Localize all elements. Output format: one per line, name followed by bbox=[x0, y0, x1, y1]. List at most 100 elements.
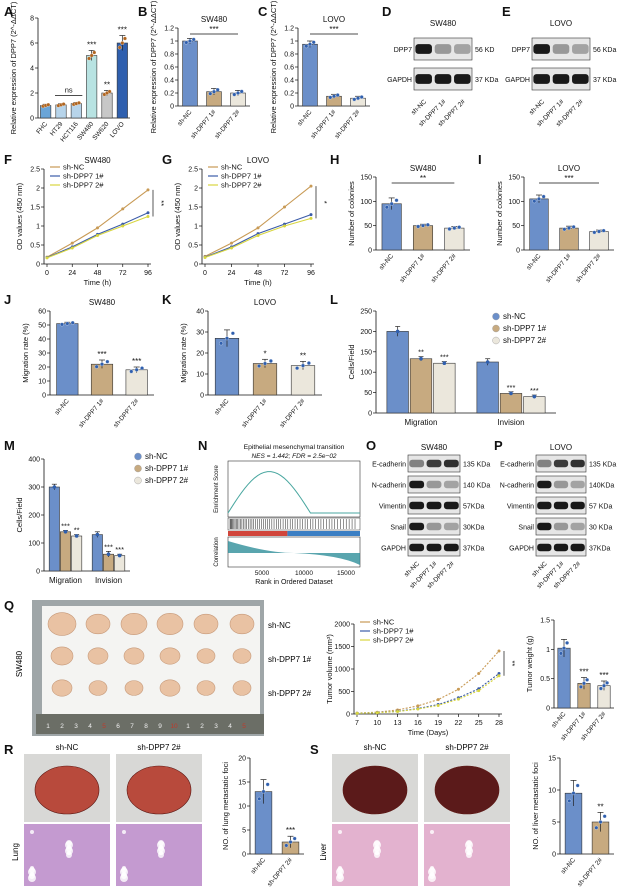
tumor bbox=[85, 613, 111, 635]
x-tick-label: 22 bbox=[455, 720, 463, 727]
y-tick-label: 1 bbox=[194, 224, 198, 231]
x-tick-label: sh-NC bbox=[550, 711, 567, 730]
y-tick-label: 0.4 bbox=[284, 78, 294, 85]
band bbox=[533, 74, 550, 84]
legend-label: sh-NC bbox=[503, 312, 526, 321]
tumor bbox=[88, 680, 108, 696]
significance-label: *** bbox=[97, 350, 106, 359]
western-blot-p: LOVO E-cadherin 135 KDa N-cadherin 140KDa Vim… bbox=[500, 443, 617, 590]
x-tick-label: Invision bbox=[95, 576, 122, 585]
data-point bbox=[389, 201, 394, 206]
y-tick-label: 500 bbox=[338, 689, 350, 696]
series-line bbox=[204, 217, 312, 259]
chart-c: 0 0.2 0.4 0.6 0.8 1 1.2 Relative expression of … bbox=[269, 0, 370, 140]
histology-space bbox=[30, 866, 34, 870]
y-tick-label: 150 bbox=[508, 175, 520, 182]
y-tick-label: 0 bbox=[242, 852, 246, 859]
data-point bbox=[219, 341, 224, 346]
data-point bbox=[105, 359, 110, 364]
protein-label: E-cadherin bbox=[500, 462, 534, 469]
enrichment-frame bbox=[227, 460, 361, 518]
data-point bbox=[129, 369, 134, 374]
data-point bbox=[396, 710, 400, 714]
x-tick-label: 96 bbox=[144, 270, 152, 277]
legend-swatch bbox=[492, 312, 500, 321]
band bbox=[409, 543, 425, 552]
bar bbox=[214, 337, 240, 396]
legend-label: sh-DPP7 2# bbox=[221, 181, 262, 190]
data-point bbox=[352, 97, 357, 102]
histology-space bbox=[66, 840, 72, 846]
y-tick-label: 2.5 bbox=[188, 167, 198, 174]
data-point bbox=[225, 336, 229, 341]
x-tick-label: 10000 bbox=[295, 570, 313, 577]
significance-label: *** bbox=[286, 826, 295, 835]
tumor bbox=[196, 680, 216, 696]
y-tick-label: 40 bbox=[196, 309, 204, 316]
chart-title: SW480 bbox=[89, 298, 116, 307]
bar bbox=[252, 363, 278, 396]
band bbox=[443, 543, 459, 552]
panel-label-s: S bbox=[310, 742, 319, 757]
significance-label: *** bbox=[209, 25, 218, 34]
group-label: sh-NC bbox=[56, 743, 79, 752]
significance-label: *** bbox=[132, 357, 141, 366]
bar bbox=[116, 42, 128, 119]
chart-k: 0 10 20 30 40 Migration rate (%) LOVO sh-NC * sh-… bbox=[179, 298, 322, 429]
tumor bbox=[47, 612, 77, 636]
legend-label: sh-DPP7 1# bbox=[145, 464, 189, 473]
data-point bbox=[203, 256, 207, 260]
panel-label-g: G bbox=[162, 152, 173, 167]
x-tick-label: sh-NC bbox=[213, 398, 230, 417]
band bbox=[409, 480, 425, 489]
organ bbox=[34, 765, 100, 815]
data-point bbox=[457, 225, 462, 230]
x-tick-label: 72 bbox=[119, 270, 127, 277]
y-tick-label: 300 bbox=[28, 485, 40, 492]
chart-title: LOVO bbox=[247, 156, 269, 165]
chart-title: LOVO bbox=[254, 298, 276, 307]
data-point bbox=[311, 40, 316, 45]
data-point bbox=[452, 226, 457, 231]
significance-label: *** bbox=[530, 386, 539, 395]
data-point bbox=[436, 698, 440, 702]
y-tick-label: 0 bbox=[290, 104, 294, 111]
panel-label-n: N bbox=[198, 438, 208, 453]
band bbox=[426, 543, 442, 552]
data-point bbox=[594, 825, 599, 830]
data-point bbox=[562, 227, 567, 232]
ruler-mark: 10 bbox=[170, 723, 178, 730]
tumor bbox=[87, 647, 109, 665]
y-tick-label: 2000 bbox=[334, 622, 350, 629]
protein-label: E-cadherin bbox=[372, 462, 406, 469]
panel-label-a: A bbox=[4, 4, 14, 19]
protein-label: GAPDH bbox=[505, 77, 530, 84]
tumor bbox=[50, 646, 74, 666]
data-point bbox=[107, 89, 112, 94]
x-tick-label: sh-DPP7 1# bbox=[545, 252, 573, 284]
y-tick-label: 1.5 bbox=[30, 205, 40, 212]
x-tick-label: sh-DPP7 2# bbox=[334, 108, 362, 140]
data-point bbox=[265, 782, 270, 787]
x-tick-label: 7 bbox=[355, 720, 359, 727]
data-point bbox=[212, 89, 216, 94]
data-point bbox=[92, 50, 97, 55]
significance-label: *** bbox=[564, 174, 573, 183]
lane-label: sh-NC bbox=[528, 98, 546, 116]
band bbox=[415, 74, 432, 84]
y-tick-label: 200 bbox=[28, 513, 40, 520]
band-size-label: 56 KDa bbox=[593, 47, 616, 54]
data-point bbox=[571, 791, 576, 796]
y-tick-label: 0 bbox=[346, 712, 350, 719]
data-point bbox=[46, 102, 51, 107]
y-tick-label: 15 bbox=[238, 780, 246, 787]
y-tick-label: 50 bbox=[512, 223, 520, 230]
data-point bbox=[268, 359, 273, 363]
band bbox=[434, 44, 452, 54]
tumor bbox=[232, 680, 252, 696]
y-tick-label: 20 bbox=[238, 756, 246, 763]
data-point bbox=[578, 684, 583, 689]
panel-label-l: L bbox=[330, 292, 338, 307]
